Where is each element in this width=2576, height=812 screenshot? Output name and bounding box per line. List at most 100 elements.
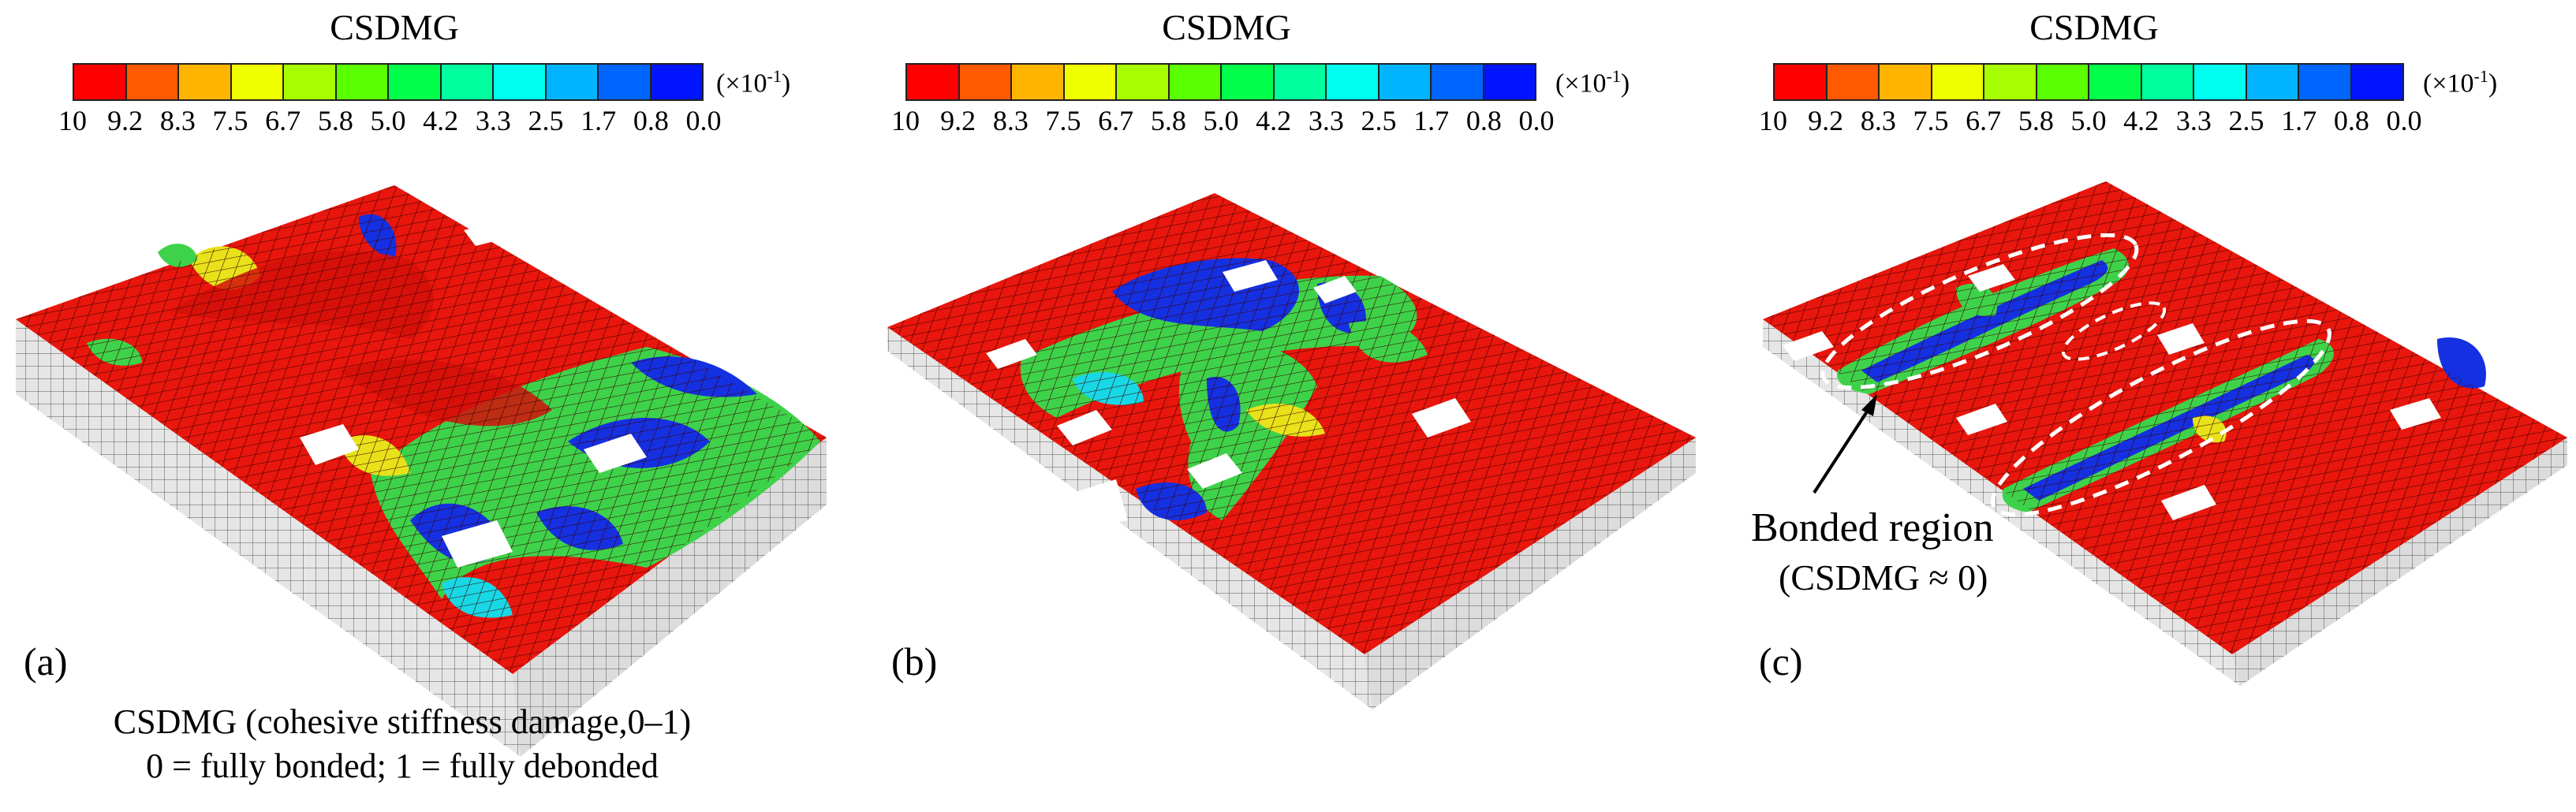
colorbar-swatch [1169,65,1222,99]
colorbar-swatch [441,65,494,99]
colorbar-swatch [2194,65,2247,99]
colorbar-swatch [494,65,547,99]
colorbar-swatch [1327,65,1379,99]
colorbar-swatch [126,65,179,99]
colorbar-tick-label: 0.0 [1518,105,1555,136]
colorbar-multiplier: (×10-1) [716,66,791,99]
colorbar-tick-label: 5.8 [1150,105,1186,136]
colorbar-tick-label: 7.5 [1045,105,1081,136]
colorbar-multiplier: (×10-1) [2423,66,2498,99]
colorbar-tick-label: 2.5 [528,105,564,136]
colorbar-title: CSDMG [2029,7,2159,47]
colorbar-tick-label: 4.2 [2123,105,2160,136]
colorbar-tick-label: 5.0 [1203,105,1239,136]
colorbar-swatch [231,65,284,99]
colorbar-ticks: 10 9.2 8.3 7.5 6.7 5.8 5.0 4.2 3.3 2.5 1.7 0.8 0.0 [58,104,722,139]
colorbar-swatch [1880,65,1932,99]
colorbar-swatch [651,65,702,99]
colorbar-tick-label: 10 [58,105,87,136]
caption: CSDMG (cohesive stiffness damage,0–1) 0 … [87,700,718,788]
colorbar-tick-label: 2.5 [1361,105,1397,136]
fe-mesh-plate-a [16,185,827,757]
colorbar-swatch [2351,65,2402,99]
caption-line-2: 0 = fully bonded; 1 = fully debonded [146,747,659,785]
colorbar-tick-label: 9.2 [1808,105,1844,136]
colorbar-tick-label: 3.3 [475,105,511,136]
colorbar-tick-label: 6.7 [265,105,301,136]
colorbar-tick-label: 5.8 [2018,105,2054,136]
panel-b: CSDMG 10 9.2 8.3 7.5 6.7 5.8 5.0 4.2 3.3 2.5 1.7 0.… [875,0,1696,812]
colorbar-swatch [599,65,651,99]
fe-mesh-plate-b [887,193,1696,710]
colorbar-swatch [74,65,127,99]
colorbar-swatch [2141,65,2194,99]
colorbar-title: CSDMG [330,7,459,47]
colorbar-swatch [1432,65,1484,99]
colorbar-tick-label: 3.3 [1308,105,1344,136]
colorbar-swatch [1012,65,1065,99]
colorbar-swatch [907,65,960,99]
colorbar-swatch [1222,65,1275,99]
colorbar-swatch [1117,65,1170,99]
colorbar [1773,63,2404,101]
colorbar-multiplier: (×10-1) [1555,66,1630,99]
colorbar-swatch [1984,65,2037,99]
colorbar-tick-label: 0.8 [1465,105,1502,136]
colorbar-swatch [1932,65,1984,99]
colorbar-swatch [1827,65,1880,99]
colorbar-tick-label: 3.3 [2175,105,2212,136]
colorbar-tick-label: 7.5 [212,105,248,136]
colorbar-tick-label: 9.2 [940,105,976,136]
colorbar-tick-label: 8.3 [1860,105,1896,136]
colorbar-swatch [2246,65,2299,99]
colorbar-tick-label: 5.0 [370,105,406,136]
colorbar [905,63,1536,101]
colorbar-tick-label: 0.0 [685,105,722,136]
colorbar-swatch [2037,65,2089,99]
colorbar-tick-label: 8.3 [992,105,1029,136]
colorbar-swatch [179,65,232,99]
colorbar-tick-label: 5.0 [2070,105,2107,136]
colorbar-swatch [1064,65,1117,99]
colorbar-tick-label: 6.7 [1098,105,1134,136]
colorbar-tick-label: 1.7 [2281,105,2317,136]
bonded-region-label: Bonded region [1751,505,1994,550]
colorbar-tick-label: 9.2 [107,105,144,136]
panel-c: CSDMG 10 9.2 8.3 7.5 6.7 5.8 5.0 4.2 3.3 2.5 1.7 0.… [1743,0,2567,812]
colorbar-tick-label: 4.2 [1256,105,1292,136]
colorbar-tick-label: 7.5 [1913,105,1949,136]
colorbar-swatch [284,65,337,99]
colorbar-ticks: 10 9.2 8.3 7.5 6.7 5.8 5.0 4.2 3.3 2.5 1.7 0.8 0.0 [1759,104,2422,139]
bonded-region-sublabel: (CSDMG ≈ 0) [1779,557,1988,598]
colorbar [73,63,704,101]
colorbar-swatch [1274,65,1327,99]
colorbar-tick-label: 1.7 [581,105,617,136]
colorbar-tick-label: 0.8 [633,105,669,136]
colorbar-tick-label: 4.2 [423,105,459,136]
colorbar-swatch [2089,65,2142,99]
colorbar-swatch [1484,65,1535,99]
colorbar-tick-label: 1.7 [1413,105,1450,136]
colorbar-tick-label: 10 [891,105,920,136]
colorbar-tick-label: 8.3 [159,105,196,136]
colorbar-swatch [546,65,599,99]
colorbar-swatch [959,65,1012,99]
colorbar-swatch [389,65,442,99]
colorbar-tick-label: 6.7 [1966,105,2002,136]
panel-label-b: (b) [891,639,938,683]
colorbar-tick-label: 2.5 [2228,105,2264,136]
colorbar-swatch [2299,65,2352,99]
colorbar-tick-label: 0.8 [2333,105,2369,136]
panel-label-a: (a) [24,639,68,683]
colorbar-swatch [1379,65,1432,99]
colorbar-swatch [336,65,389,99]
colorbar-swatch [1775,65,1827,99]
colorbar-ticks: 10 9.2 8.3 7.5 6.7 5.8 5.0 4.2 3.3 2.5 1.7 0.8 0.0 [891,104,1555,139]
panel-label-c: (c) [1759,639,1803,683]
colorbar-tick-label: 0.0 [2386,105,2422,136]
caption-line-1: CSDMG (cohesive stiffness damage,0–1) [113,702,692,741]
panel-a: CSDMG 10 9.2 8.3 7.5 6.7 5.8 5.0 4.2 3.3 2.5 1.7 0.… [0,0,827,812]
colorbar-tick-label: 5.8 [317,105,353,136]
fe-mesh-plate-c [1763,181,2567,686]
colorbar-title: CSDMG [1162,7,1291,47]
